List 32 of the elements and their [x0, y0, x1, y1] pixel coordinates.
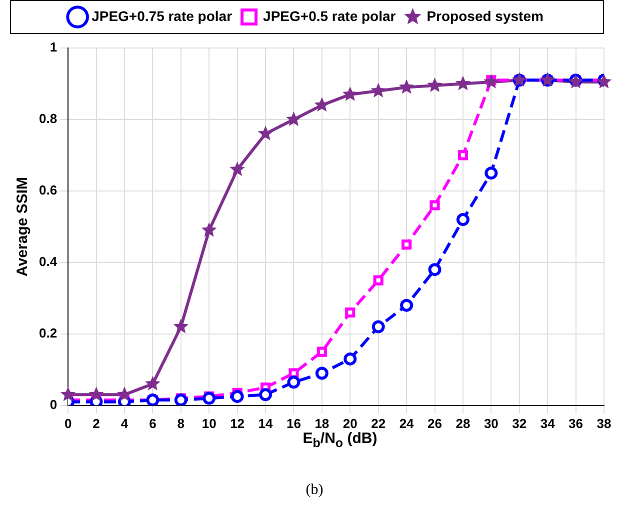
text: (b)	[304, 482, 324, 499]
x-tick-label: 0	[64, 416, 72, 431]
x-tick-label: 8	[177, 416, 185, 431]
x-tick-label: 26	[428, 416, 442, 431]
x-tick-label: 24	[399, 416, 415, 431]
y-tick-label: 0.6	[38, 182, 58, 198]
x-tick-label: 30	[484, 416, 498, 431]
x-tick-label: 6	[149, 416, 156, 431]
x-tick-label: 12	[230, 416, 245, 431]
x-axis-title: E$_{b}$/N$_{o}$ (dB)	[302, 430, 378, 450]
x-tick-label: 32	[512, 416, 527, 431]
y-axis-title: Average SSIM	[14, 176, 32, 276]
x-tick-label: 18	[314, 416, 330, 431]
x-tick-label: 28	[456, 416, 470, 431]
y-tick-label: 0.4	[38, 254, 58, 270]
x-tick-label: 16	[286, 416, 301, 431]
y-tick-label: 0	[50, 396, 58, 412]
x-tick-label: 34	[540, 416, 556, 431]
legend-label: Proposed system	[426, 8, 544, 24]
x-tick-label: 4	[120, 416, 129, 431]
legend-label: JPEG+0.75 rate polar	[92, 8, 233, 24]
y-tick-label: 0.2	[38, 326, 58, 340]
x-tick-label: 36	[568, 416, 584, 431]
y-tick-label: 0.8	[38, 111, 58, 126]
x-tick-label: 10	[202, 416, 216, 431]
x-tick-label: 14	[258, 416, 274, 431]
y-tick-label: 1	[50, 40, 58, 55]
x-tick-label: 2	[92, 416, 100, 431]
legend-label: JPEG+0.5 rate polar	[263, 8, 396, 24]
x-tick-label: 22	[371, 416, 386, 431]
x-tick-label: 20	[342, 416, 358, 431]
x-tick-label: 38	[596, 416, 612, 431]
